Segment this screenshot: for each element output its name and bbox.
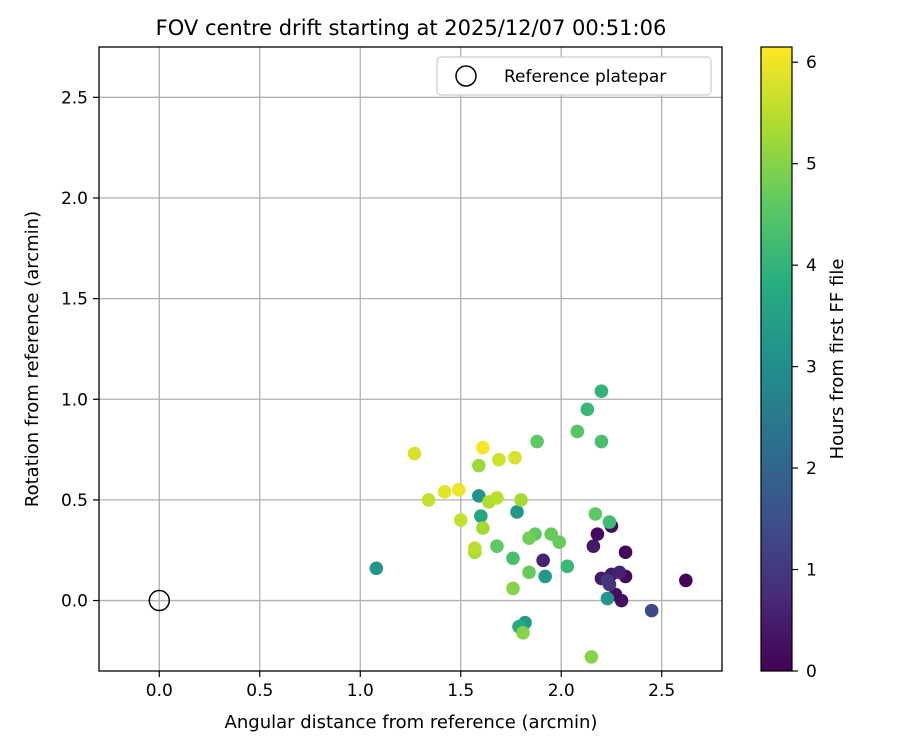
x-tick-label: 0.0	[146, 681, 173, 701]
data-point	[522, 565, 536, 580]
data-point	[407, 446, 422, 461]
data-point	[522, 531, 536, 545]
data-point	[552, 535, 567, 549]
x-axis-ticks: 0.0 0.5 1.0 1.5 2.0 2.5	[146, 671, 675, 701]
data-point	[437, 485, 452, 499]
colorbar-tick-label: 6	[806, 53, 817, 73]
data-point	[468, 541, 482, 556]
x-tick-label: 2.5	[648, 681, 675, 701]
x-tick-label: 1.0	[347, 681, 374, 701]
data-point	[472, 458, 486, 473]
legend-box	[436, 56, 712, 96]
y-axis-label: Rotation from reference (arcmin)	[22, 211, 43, 507]
data-point	[508, 450, 522, 465]
y-axis-ticks: 0.0 0.5 1.0 1.5 2.0 2.5	[61, 88, 99, 612]
data-point	[490, 491, 504, 505]
y-tick-label: 2.5	[61, 88, 88, 108]
data-point	[369, 561, 384, 576]
data-point	[644, 603, 659, 618]
y-tick-label: 1.0	[61, 390, 88, 410]
y-tick-label: 2.0	[61, 189, 88, 209]
data-point	[510, 505, 524, 519]
data-point	[618, 545, 633, 560]
data-point	[538, 569, 552, 584]
data-point	[516, 625, 530, 640]
colorbar-tick-label: 1	[806, 561, 817, 581]
data-point	[602, 577, 617, 592]
data-points	[148, 384, 693, 664]
colorbar-tick-label: 4	[806, 256, 817, 276]
data-point	[472, 489, 486, 503]
colorbar-tick-label: 0	[806, 662, 817, 682]
y-tick-label: 0.0	[61, 592, 88, 612]
chart-title: FOV centre drift starting at 2025/12/07 …	[156, 16, 667, 40]
legend-marker-open-circle	[455, 65, 477, 87]
data-point	[560, 559, 575, 574]
data-point	[580, 402, 595, 417]
colorbar-gradient	[760, 46, 793, 672]
colorbar-label: Hours from first FF file	[827, 259, 848, 460]
data-point	[570, 424, 585, 439]
data-point	[476, 440, 490, 455]
data-point	[679, 573, 693, 588]
data-point	[590, 527, 605, 541]
reference-point-marker	[148, 589, 171, 612]
x-tick-label: 0.5	[246, 681, 273, 701]
data-point	[453, 513, 468, 527]
data-point	[474, 509, 488, 523]
data-point	[588, 507, 603, 521]
x-tick-label: 2.0	[548, 681, 575, 701]
data-point	[506, 551, 520, 566]
x-axis-label: Angular distance from reference (arcmin)	[225, 712, 598, 733]
data-point	[584, 650, 599, 664]
data-point	[586, 539, 601, 553]
data-point	[602, 515, 617, 529]
plot-frame	[98, 46, 723, 672]
colorbar: 0 1 2 3 4 5 6 Hours from first FF file	[760, 46, 848, 682]
data-point	[612, 565, 627, 580]
y-tick-label: 1.5	[61, 290, 88, 310]
data-point	[490, 539, 504, 553]
x-tick-label: 1.5	[447, 681, 474, 701]
data-point	[421, 493, 436, 507]
grid	[99, 47, 722, 671]
colorbar-tick-label: 5	[806, 155, 817, 175]
data-point	[594, 384, 609, 399]
legend-label: Reference platepar	[504, 67, 666, 87]
data-point	[600, 591, 615, 606]
data-point	[492, 452, 506, 467]
data-point	[514, 493, 528, 507]
legend: Reference platepar	[436, 56, 712, 96]
data-point	[451, 483, 466, 497]
data-point	[594, 434, 609, 449]
colorbar-ticks: 0 1 2 3 4 5 6	[792, 53, 817, 682]
data-point	[506, 581, 520, 596]
colorbar-tick-label: 2	[806, 459, 817, 479]
data-point	[476, 521, 490, 535]
colorbar-tick-label: 3	[806, 358, 817, 378]
data-point	[530, 434, 544, 449]
y-tick-label: 0.5	[61, 491, 88, 511]
data-point	[536, 553, 550, 568]
